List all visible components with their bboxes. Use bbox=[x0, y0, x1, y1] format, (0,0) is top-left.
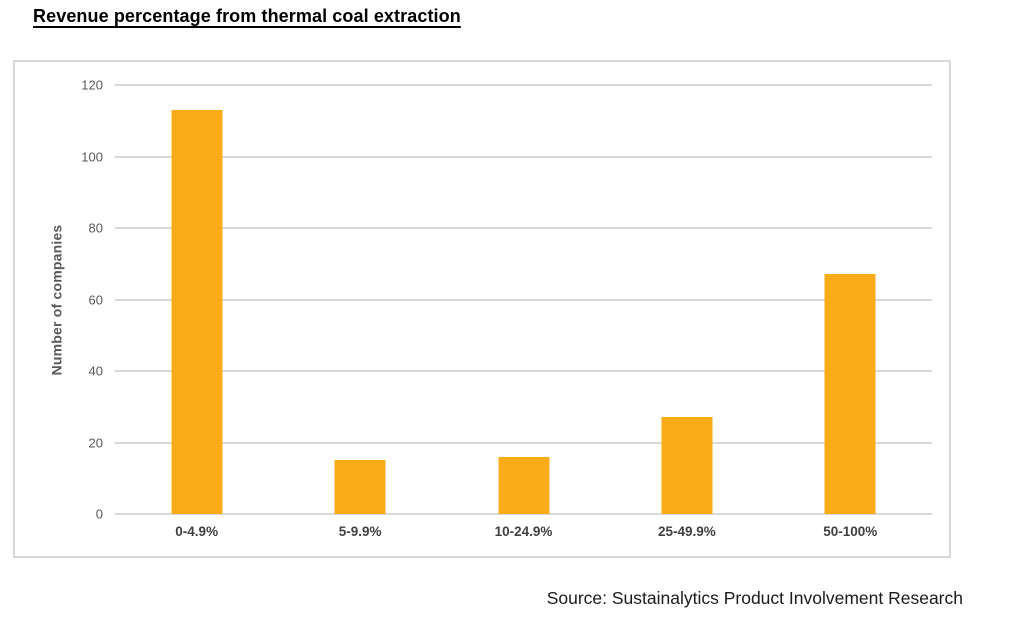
gridline bbox=[115, 227, 932, 230]
chart-title: Revenue percentage from thermal coal ext… bbox=[33, 6, 461, 26]
gridline bbox=[115, 441, 932, 444]
y-tick-label: 80 bbox=[88, 220, 103, 236]
y-tick-label: 40 bbox=[88, 363, 103, 379]
y-axis-ticks: 0 20 40 60 80 100 120 bbox=[55, 79, 103, 521]
y-tick-label: 120 bbox=[81, 77, 103, 93]
bar bbox=[334, 460, 386, 514]
bar-series bbox=[115, 85, 932, 514]
gridline bbox=[115, 513, 932, 515]
x-category-label: 0-4.9% bbox=[175, 524, 219, 539]
y-tick-label: 0 bbox=[95, 506, 103, 522]
bar bbox=[171, 110, 223, 514]
y-tick-label: 60 bbox=[88, 292, 103, 307]
gridline bbox=[115, 84, 932, 86]
x-category-label: 5-9.9% bbox=[338, 524, 382, 539]
x-category-label: 10-24.9% bbox=[494, 524, 553, 539]
bar bbox=[661, 417, 713, 514]
source-attribution: Source: Sustainalytics Product Involveme… bbox=[546, 588, 963, 608]
gridline bbox=[115, 370, 932, 373]
gridline bbox=[115, 298, 932, 301]
chart-box: Number of companies 0 20 40 60 80 100 120 0-4.… bbox=[13, 60, 951, 558]
bar bbox=[498, 456, 549, 514]
x-category-label: 25-49.9% bbox=[657, 524, 716, 539]
gridlines bbox=[115, 84, 932, 515]
x-axis-labels: 0-4.9% 5-9.9% 10-24.9% 25-49.9% 50-100% bbox=[115, 524, 932, 544]
bar bbox=[824, 274, 876, 514]
x-category-label: 50-100% bbox=[823, 524, 878, 539]
y-tick-label: 100 bbox=[81, 149, 103, 164]
plot-area bbox=[115, 84, 932, 515]
y-tick-label: 20 bbox=[88, 435, 103, 451]
gridline bbox=[115, 155, 932, 158]
